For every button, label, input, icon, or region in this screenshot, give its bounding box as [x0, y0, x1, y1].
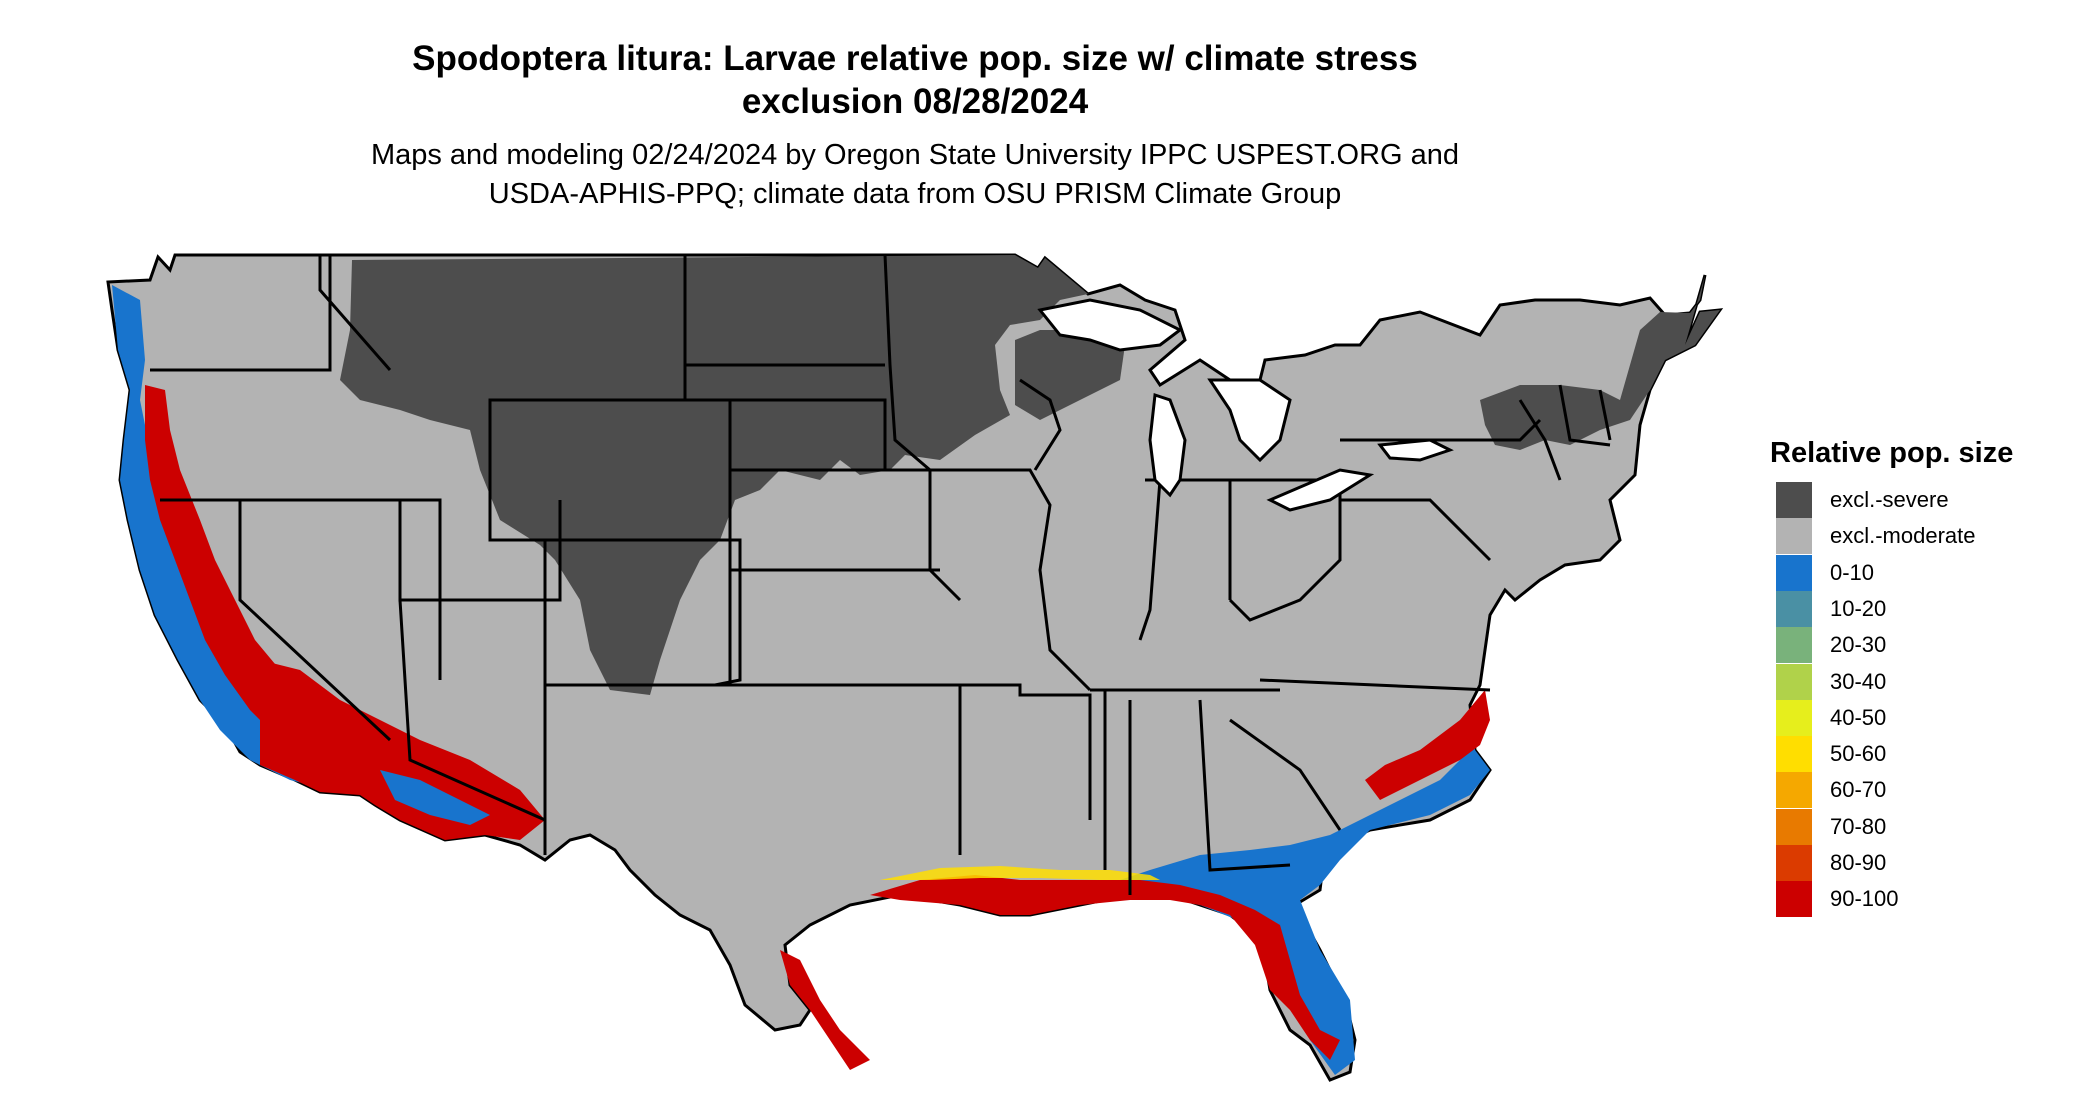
legend-item: excl.-severe: [1776, 482, 1949, 518]
legend-label: 80-90: [1830, 850, 1887, 875]
legend-swatch: [1776, 627, 1812, 664]
legend-swatch: [1776, 881, 1812, 918]
severe-exclusion-great-lakes: [1015, 330, 1125, 420]
legend-title: Relative pop. size: [1770, 437, 2014, 469]
legend-item: 50-60: [1776, 736, 1887, 773]
map-title-line-1: Spodoptera litura: Larvae relative pop. …: [412, 39, 1418, 78]
legend-item: excl.-moderate: [1776, 518, 1976, 555]
legend-swatch: [1776, 482, 1812, 518]
legend-item: 60-70: [1776, 772, 1887, 809]
legend-item: 0-10: [1776, 554, 1875, 591]
lake-erie: [1266, 468, 1375, 512]
legend-swatch: [1776, 736, 1812, 773]
legend-swatch: [1776, 845, 1812, 881]
mid-population-gulf-fringe: [880, 866, 1160, 880]
legend-swatch: [1776, 554, 1812, 591]
legend-item: 40-50: [1776, 699, 1887, 736]
legend-label: 10-20: [1830, 595, 1887, 621]
high-population-arizona: [260, 660, 545, 840]
legend-label: 30-40: [1830, 668, 1887, 694]
high-population-texas-coast: [780, 950, 870, 1070]
legend-item: 20-30: [1776, 627, 1887, 664]
legend-item: 30-40: [1776, 663, 1887, 700]
legend-label: 50-60: [1830, 741, 1887, 767]
legend-label: 0-10: [1830, 559, 1875, 585]
severe-exclusion-northwest-plains: [340, 255, 1088, 695]
legend-swatch: [1776, 663, 1812, 700]
legend-label: excl.-moderate: [1830, 523, 1976, 549]
legend-label: excl.-severe: [1830, 487, 1949, 512]
high-population-carolinas: [1365, 690, 1490, 800]
lake-michigan: [1148, 392, 1187, 498]
great-lakes: [1037, 298, 1454, 512]
map-subtitle-line-1: Maps and modeling 02/24/2024 by Oregon S…: [370, 139, 1460, 171]
legend-item: 70-80: [1776, 808, 1887, 845]
state-boundaries: [150, 254, 1612, 895]
legend-swatch: [1776, 772, 1812, 809]
lake-ontario: [1377, 438, 1454, 462]
map-title-line-2: exclusion 08/28/2024: [741, 82, 1089, 121]
legend-label: 60-70: [1830, 777, 1887, 803]
lake-huron: [1207, 378, 1292, 463]
legend-label: 40-50: [1830, 704, 1887, 730]
low-population-arizona-patches: [380, 770, 490, 825]
low-population-southeast-band: [1120, 705, 1490, 1075]
legend-swatch: [1776, 808, 1812, 845]
legend-swatch: [1776, 699, 1812, 736]
legend-label: 90-100: [1830, 886, 1899, 912]
legend-label: 20-30: [1830, 632, 1887, 658]
lake-superior: [1037, 298, 1183, 352]
legend-item: 80-90: [1776, 845, 1886, 881]
legend-swatch: [1776, 590, 1812, 627]
legend-item: 10-20: [1776, 590, 1887, 627]
high-population-california-central: [145, 385, 370, 780]
high-population-gulf-coast: [870, 875, 1340, 1060]
map-subtitle-line-2: USDA-APHIS-PPQ; climate data from OSU PR…: [488, 178, 1342, 210]
legend-swatch: [1776, 518, 1812, 555]
severe-exclusion-new-england: [1480, 275, 1720, 450]
legend-label: 70-80: [1830, 813, 1887, 839]
legend-item: 90-100: [1776, 881, 1899, 918]
